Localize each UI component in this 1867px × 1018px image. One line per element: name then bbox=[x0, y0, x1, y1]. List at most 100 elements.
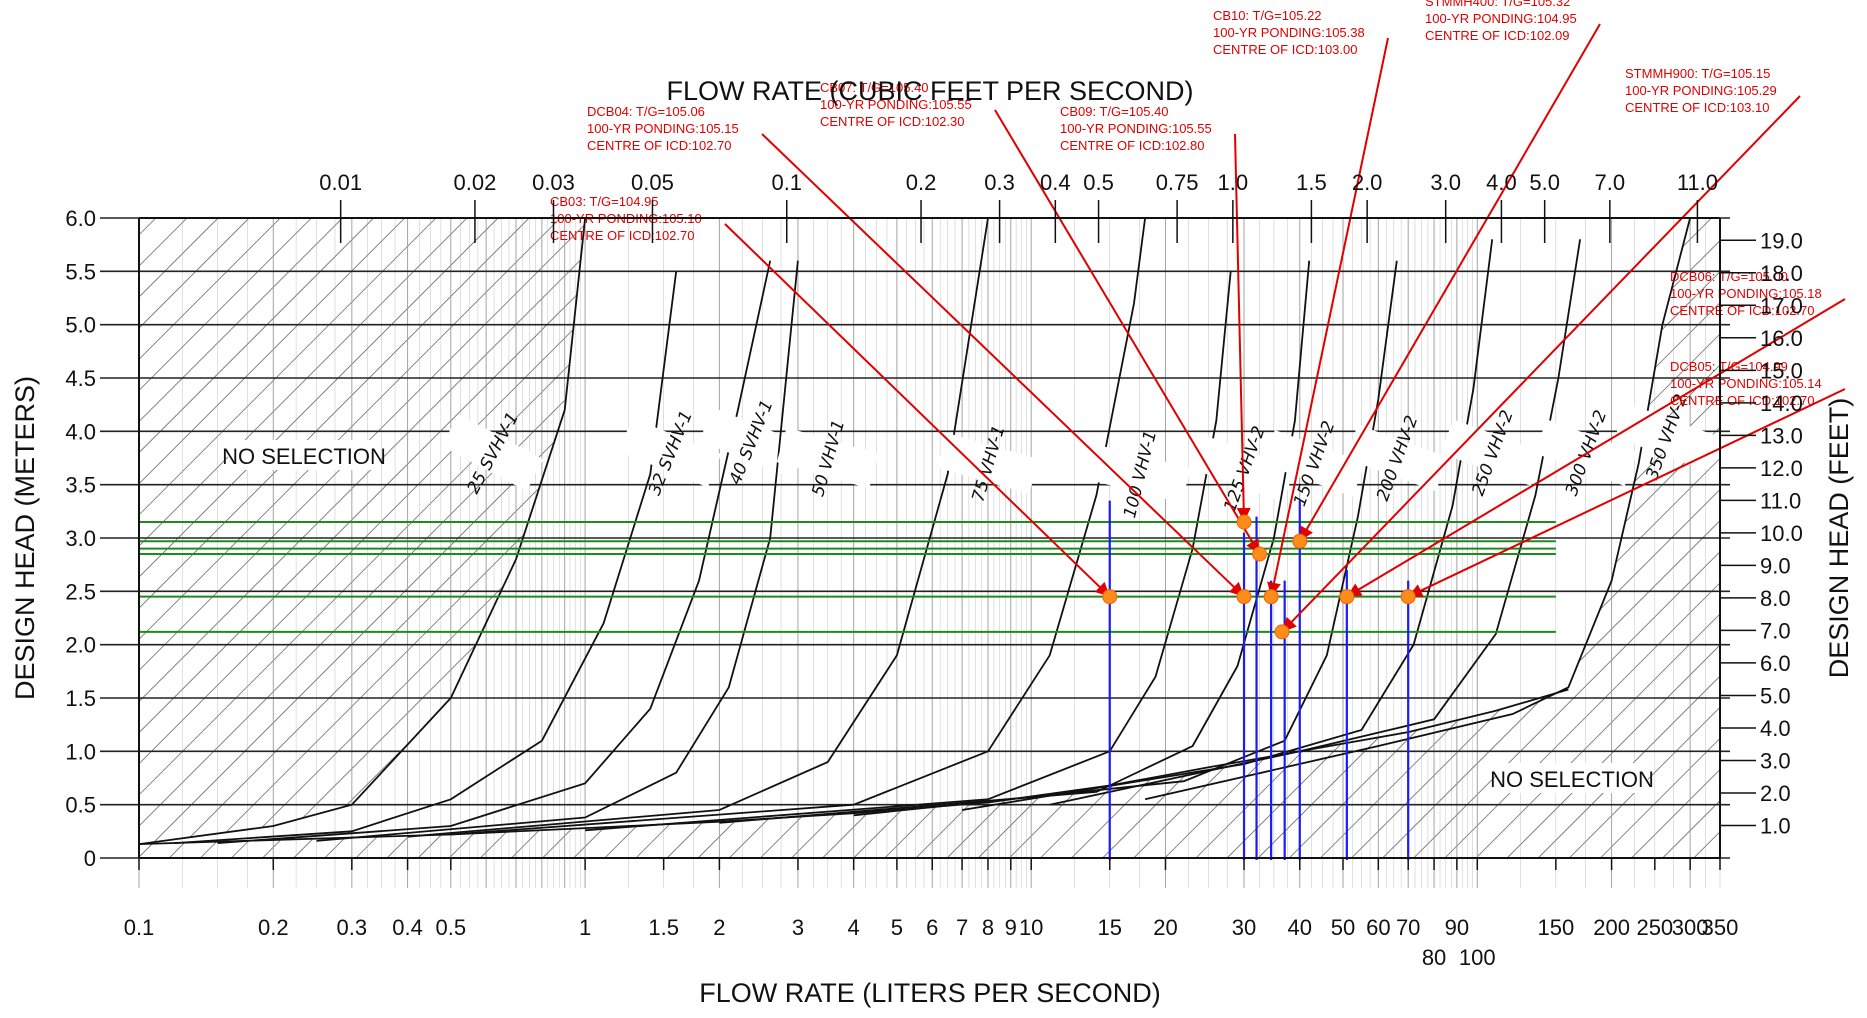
annotation-line: CENTRE OF ICD:102.80 bbox=[1060, 138, 1205, 153]
annotation-line: 100-YR PONDING:105.15 bbox=[587, 121, 739, 136]
annotation: CB10: T/G=105.22 100-YR PONDING:105.38 CEN… bbox=[1213, 8, 1389, 597]
data-point bbox=[1102, 589, 1118, 605]
x-tick-label: 300 bbox=[1672, 915, 1709, 940]
top-tick-label: 2.0 bbox=[1352, 170, 1383, 195]
hatch-bottom-right-region bbox=[139, 218, 1720, 858]
top-tick-label: 3.0 bbox=[1430, 170, 1461, 195]
x-tick-label: 0.1 bbox=[124, 915, 155, 940]
right-tick-label: 4.0 bbox=[1760, 716, 1791, 741]
series-line bbox=[450, 218, 1146, 836]
y-tick-label: 3.5 bbox=[65, 473, 96, 498]
right-tick-label: 12.0 bbox=[1760, 456, 1803, 481]
right-tick-label: 5.0 bbox=[1760, 683, 1791, 708]
annotation-line: STMMH900: T/G=105.15 bbox=[1625, 66, 1770, 81]
y-tick-label: 6.0 bbox=[65, 206, 96, 231]
annotation-line: CB07: T/G=105.40 bbox=[820, 80, 929, 95]
x-tick-label: 90 bbox=[1445, 915, 1469, 940]
right-tick-label: 13.0 bbox=[1760, 423, 1803, 448]
y-axis-title-right: DESIGN HEAD (FEET) bbox=[1824, 398, 1854, 679]
annotation-leader bbox=[1234, 133, 1246, 523]
top-tick-label: 0.03 bbox=[532, 170, 575, 195]
right-tick-label: 19.0 bbox=[1760, 228, 1803, 253]
y-tick-label: 0.5 bbox=[65, 793, 96, 818]
annotation-line: 100-YR PONDING:105.55 bbox=[820, 97, 972, 112]
x-tick-label: 70 bbox=[1396, 915, 1420, 940]
series-line bbox=[585, 271, 1232, 832]
annotation-line: CENTRE OF ICD:103.10 bbox=[1625, 100, 1770, 115]
series-label-bg bbox=[1614, 403, 1718, 470]
y-tick-label: 5.0 bbox=[65, 313, 96, 338]
x-tick-label: 40 bbox=[1288, 915, 1312, 940]
annotation-line: DCB06: T/G=105.00 bbox=[1670, 269, 1788, 284]
data-point bbox=[1236, 589, 1252, 605]
top-tick-label: 0.4 bbox=[1040, 170, 1071, 195]
top-tick-label: 0.3 bbox=[984, 170, 1015, 195]
annotation: DCB06: T/G=105.00 100-YR PONDING:105.18 CE… bbox=[1346, 269, 1846, 598]
x-tick-label: 3 bbox=[792, 915, 804, 940]
x-tick-label: 200 bbox=[1593, 915, 1630, 940]
y-tick-label: 2.5 bbox=[65, 579, 96, 604]
x-tick-label: 0.5 bbox=[436, 915, 467, 940]
annotation-line: CENTRE OF ICD:102.30 bbox=[820, 114, 965, 129]
series-label-bg bbox=[936, 432, 1040, 494]
series-line bbox=[719, 260, 1311, 824]
top-tick-label: 0.75 bbox=[1156, 170, 1199, 195]
x-tick-label: 2 bbox=[713, 915, 725, 940]
annotation-line: CENTRE OF ICD:102.70 bbox=[550, 228, 695, 243]
right-tick-label: 16.0 bbox=[1760, 326, 1803, 351]
x-tick-label: 15 bbox=[1098, 915, 1122, 940]
series-line bbox=[139, 218, 586, 845]
series-line bbox=[174, 271, 678, 844]
x-tick-label: 350 bbox=[1702, 915, 1739, 940]
right-tick-label: 14.0 bbox=[1760, 391, 1803, 416]
y-tick-label: 0 bbox=[84, 846, 96, 871]
annotation-leader bbox=[1270, 37, 1389, 597]
top-tick-label: 7.0 bbox=[1595, 170, 1626, 195]
top-tick-label: 1.5 bbox=[1296, 170, 1327, 195]
top-tick-label: 1.0 bbox=[1218, 170, 1249, 195]
series-label-bg bbox=[441, 414, 544, 492]
x-tick-label: 0.2 bbox=[258, 915, 289, 940]
right-tick-label: 2.0 bbox=[1760, 781, 1791, 806]
right-tick-label: 10.0 bbox=[1760, 521, 1803, 546]
annotation-line: DCB04: T/G=105.06 bbox=[587, 104, 705, 119]
data-point bbox=[1339, 589, 1355, 605]
series-line bbox=[316, 260, 799, 842]
x-tick-label: 30 bbox=[1232, 915, 1256, 940]
annotation-leader bbox=[1298, 23, 1601, 542]
top-tick-label: 0.5 bbox=[1083, 170, 1114, 195]
annotation-line: STMMH400: T/G=105.32 bbox=[1425, 0, 1570, 9]
data-point bbox=[1252, 546, 1268, 562]
data-point bbox=[1274, 624, 1290, 640]
y-tick-label: 1.0 bbox=[65, 739, 96, 764]
x-tick-label: 0.3 bbox=[337, 915, 368, 940]
series-line bbox=[407, 218, 989, 838]
right-tick-label: 9.0 bbox=[1760, 553, 1791, 578]
annotation-line: CENTRE OF ICD:102.70 bbox=[1670, 303, 1815, 318]
series-label-bg bbox=[1192, 435, 1296, 502]
annotation-line: CB10: T/G=105.22 bbox=[1213, 8, 1322, 23]
top-tick-label: 11.0 bbox=[1677, 170, 1718, 195]
x-tick-label: 4 bbox=[848, 915, 860, 940]
x-tick-label: 9 bbox=[1005, 915, 1017, 940]
annotation-line: 100-YR PONDING:105.14 bbox=[1670, 376, 1822, 391]
x-tick-label: 20 bbox=[1153, 915, 1177, 940]
x-tick-label: 80 bbox=[1422, 945, 1446, 970]
right-tick-label: 3.0 bbox=[1760, 748, 1791, 773]
x-tick-label: 5 bbox=[891, 915, 903, 940]
annotation: CB07: T/G=105.40 100-YR PONDING:105.55 CEN… bbox=[820, 80, 1261, 555]
no-selection-label: NO SELECTION bbox=[1490, 767, 1654, 792]
annotation-leader bbox=[994, 109, 1261, 555]
right-tick-label: 15.0 bbox=[1760, 358, 1803, 383]
y-tick-label: 5.5 bbox=[65, 259, 96, 284]
right-tick-label: 6.0 bbox=[1760, 651, 1791, 676]
annotation-line: 100-YR PONDING:105.55 bbox=[1060, 121, 1212, 136]
no-selection-label: NO SELECTION bbox=[222, 444, 386, 469]
top-tick-label: 0.02 bbox=[454, 170, 497, 195]
annotation: DCB04: T/G=105.06 100-YR PONDING:105.15 CE… bbox=[587, 104, 1245, 598]
no-selection-bg bbox=[228, 440, 380, 470]
right-tick-label: 18.0 bbox=[1760, 261, 1803, 286]
data-point bbox=[1263, 589, 1279, 605]
annotation-line: 100-YR PONDING:105.29 bbox=[1625, 83, 1777, 98]
x-tick-label: 1.5 bbox=[648, 915, 679, 940]
